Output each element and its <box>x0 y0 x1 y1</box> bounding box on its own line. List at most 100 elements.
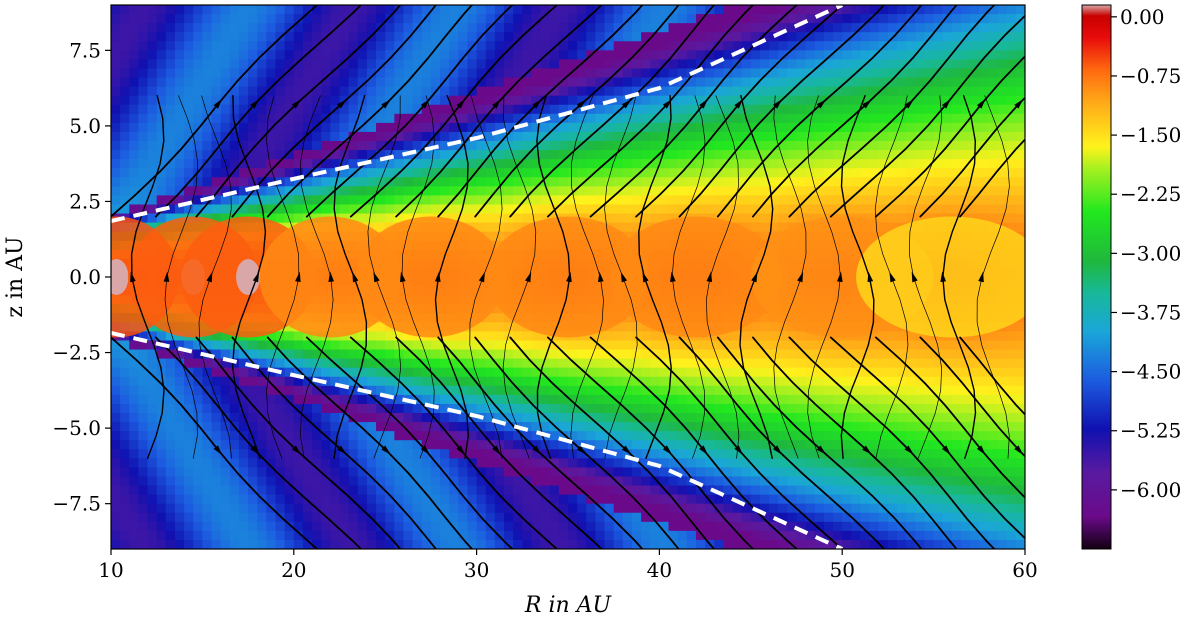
field-cell <box>275 59 286 70</box>
field-cell <box>293 539 304 549</box>
field-cell <box>321 403 331 414</box>
field-cell <box>604 476 615 487</box>
field-cell <box>558 340 569 351</box>
field-cell <box>586 340 597 351</box>
field-cell <box>467 503 478 514</box>
field-cell <box>860 186 871 196</box>
field-cell <box>174 131 185 142</box>
field-cell <box>257 113 267 124</box>
field-cell <box>138 467 149 478</box>
field-cell <box>165 122 176 133</box>
field-cell <box>695 403 706 414</box>
field-cell <box>385 458 395 468</box>
field-cell <box>156 539 167 549</box>
field-cell <box>833 86 843 97</box>
field-cell <box>120 539 130 549</box>
field-cell <box>129 14 140 24</box>
field-cell <box>677 431 688 441</box>
field-cell <box>796 5 807 15</box>
field-cell <box>613 349 624 360</box>
field-cell <box>449 168 459 178</box>
field-cell <box>357 422 368 432</box>
field-cell <box>814 367 825 378</box>
field-cell <box>312 195 322 206</box>
field-cell <box>348 403 359 414</box>
field-cell <box>376 141 386 151</box>
field-cell <box>147 131 158 142</box>
field-cell <box>568 431 578 441</box>
field-cell <box>650 530 660 541</box>
field-cell <box>385 41 395 51</box>
field-cell <box>823 449 834 459</box>
field-cell <box>778 376 788 387</box>
field-cell <box>293 23 304 33</box>
field-cell <box>266 131 277 142</box>
field-cell <box>266 59 277 70</box>
field-cell <box>796 458 807 468</box>
field-cell <box>504 494 514 505</box>
field-cell <box>229 59 240 70</box>
field-cell <box>631 494 642 505</box>
field-cell <box>467 512 478 523</box>
field-cell <box>604 204 615 215</box>
field-cell <box>156 422 167 432</box>
field-cell <box>778 340 788 351</box>
field-cell <box>275 86 286 97</box>
field-cell <box>577 95 587 106</box>
field-cell <box>193 358 203 369</box>
field-cell <box>412 349 423 360</box>
field-cell <box>750 331 761 342</box>
field-cell <box>440 431 450 441</box>
field-cell <box>787 186 798 196</box>
field-cell <box>577 5 587 15</box>
field-cell <box>184 521 194 532</box>
field-cell <box>330 413 341 423</box>
field-cell <box>604 358 615 369</box>
field-cell <box>485 222 496 233</box>
field-cell <box>741 413 752 423</box>
field-cell <box>860 41 871 51</box>
field-cell <box>440 41 450 51</box>
field-cell <box>595 376 606 387</box>
field-cell <box>293 449 304 459</box>
field-cell <box>504 50 514 60</box>
field-cell <box>312 431 322 441</box>
field-cell <box>796 213 807 224</box>
field-cell <box>778 41 788 51</box>
field-cell <box>330 86 341 97</box>
field-cell <box>184 204 194 215</box>
field-cell <box>193 349 203 360</box>
field-cell <box>184 512 194 523</box>
field-cell <box>403 68 414 79</box>
field-cell <box>403 204 414 215</box>
field-cell <box>293 5 304 15</box>
field-cell <box>138 14 149 24</box>
field-cell <box>156 59 167 70</box>
field-cell <box>595 195 606 206</box>
field-cell <box>202 422 213 432</box>
field-cell <box>586 213 597 224</box>
field-cell <box>586 521 597 532</box>
field-cell <box>851 131 862 142</box>
field-cell <box>184 476 194 487</box>
field-cell <box>668 86 679 97</box>
field-cell <box>641 385 651 396</box>
field-cell <box>714 512 724 523</box>
field-cell <box>540 467 551 478</box>
field-cell <box>494 150 505 160</box>
field-cell <box>513 150 523 160</box>
field-cell <box>394 186 405 196</box>
field-cell <box>823 403 834 414</box>
field-cell <box>641 367 651 378</box>
field-cell <box>321 503 331 514</box>
field-cell <box>851 50 862 60</box>
field-cell <box>796 521 807 532</box>
field-cell <box>412 50 423 60</box>
field-cell <box>485 467 496 478</box>
field-cell <box>814 431 825 441</box>
field-cell <box>165 23 176 33</box>
field-cell <box>165 150 176 160</box>
field-cell <box>622 213 633 224</box>
field-cell <box>120 449 130 459</box>
field-cell <box>540 168 551 178</box>
